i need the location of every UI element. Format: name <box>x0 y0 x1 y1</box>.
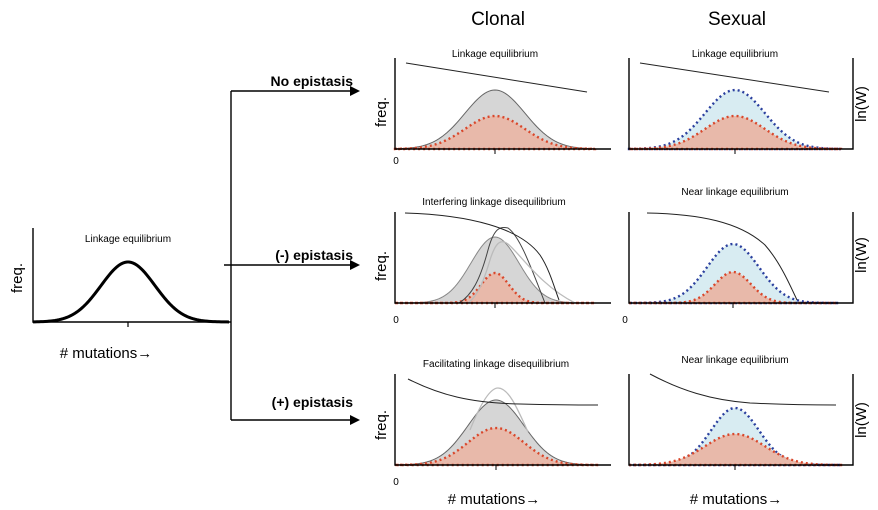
panel-sexual-no-epistasis: Linkage equilibrium ln(W) <box>627 49 870 154</box>
left-panel: Linkage equilibrium freq. # mutations→ <box>9 228 231 362</box>
lnw-label: ln(W) <box>853 237 870 273</box>
left-panel-axes <box>32 228 231 323</box>
axes <box>628 374 854 466</box>
panel-label: Facilitating linkage disequilibrium <box>423 359 569 370</box>
panel-label: Linkage equilibrium <box>692 49 778 60</box>
label-no-epistasis: No epistasis <box>271 73 354 89</box>
freq-label: freq. <box>373 97 390 127</box>
lnw-label: ln(W) <box>853 402 870 438</box>
x-axis-label: # mutations→ <box>690 491 783 508</box>
panel-sexual-neg-epistasis: Near linkage equilibrium 0 ln(W) <box>622 187 870 326</box>
origin-label: 0 <box>622 315 628 326</box>
panel-clonal-neg-epistasis: Interfering linkage disequilibrium freq.… <box>373 197 611 326</box>
axes <box>394 374 611 466</box>
left-panel-ylabel: freq. <box>9 263 26 293</box>
freq-label: freq. <box>373 251 390 281</box>
lnw-label: ln(W) <box>853 86 870 122</box>
column-title-sexual: Sexual <box>708 9 766 30</box>
label-pos-epistasis: (+) epistasis <box>272 394 354 410</box>
freq-label: freq. <box>373 410 390 440</box>
red-dotted-distribution <box>393 426 599 467</box>
red-dotted-distribution <box>627 114 843 151</box>
fitness-curve <box>649 373 837 406</box>
fitness-line <box>405 62 588 93</box>
origin-label: 0 <box>393 477 399 488</box>
red-dotted-distribution <box>393 114 597 151</box>
axes <box>394 212 611 304</box>
panel-label: Near linkage equilibrium <box>681 187 788 198</box>
fitness-curve <box>404 212 560 301</box>
axes <box>394 58 611 150</box>
red-dotted-distribution <box>627 432 843 467</box>
branch-arrows: No epistasis (-) epistasis (+) epistasis <box>224 73 360 425</box>
axes <box>628 212 854 304</box>
panel-label: Interfering linkage disequilibrium <box>422 197 565 208</box>
panel-clonal-pos-epistasis: Facilitating linkage disequilibrium freq… <box>373 359 611 508</box>
equilibrium-reference-curve <box>467 241 576 304</box>
red-dotted-distribution <box>395 271 595 305</box>
fitness-curve <box>646 212 798 301</box>
left-panel-distribution-curve <box>32 260 230 324</box>
left-panel-label: Linkage equilibrium <box>85 234 171 245</box>
x-axis-label: # mutations→ <box>448 491 541 508</box>
label-neg-epistasis: (-) epistasis <box>275 247 353 263</box>
fitness-line <box>639 62 830 93</box>
axes <box>628 58 854 150</box>
column-title-clonal: Clonal <box>471 9 525 30</box>
panel-sexual-pos-epistasis: Near linkage equilibrium ln(W) # mutatio… <box>627 355 870 508</box>
panel-label: Linkage equilibrium <box>452 49 538 60</box>
fitness-curve <box>407 378 599 406</box>
panel-clonal-no-epistasis: Linkage equilibrium freq. 0 <box>373 49 611 167</box>
left-panel-xlabel: # mutations→ <box>60 345 153 362</box>
red-dotted-distribution <box>629 270 837 305</box>
origin-label: 0 <box>393 315 399 326</box>
origin-label: 0 <box>393 156 399 167</box>
panel-label: Near linkage equilibrium <box>681 355 788 366</box>
equilibrium-reference-curve <box>469 387 529 433</box>
